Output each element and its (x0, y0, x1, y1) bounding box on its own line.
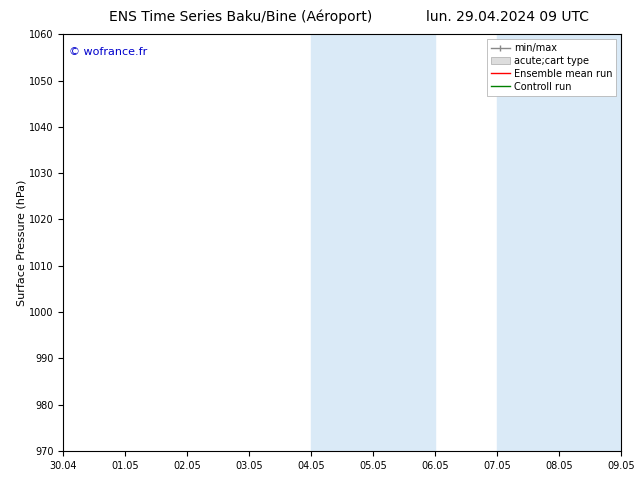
Bar (497, 34, 559, 451)
Bar (559, 34, 621, 451)
Legend: min/max, acute;cart type, Ensemble mean run, Controll run: min/max, acute;cart type, Ensemble mean … (487, 39, 616, 96)
Text: lun. 29.04.2024 09 UTC: lun. 29.04.2024 09 UTC (425, 10, 589, 24)
Bar (311, 34, 373, 451)
Y-axis label: Surface Pressure (hPa): Surface Pressure (hPa) (16, 179, 26, 306)
Text: © wofrance.fr: © wofrance.fr (69, 47, 147, 57)
Bar (373, 34, 436, 451)
Text: ENS Time Series Baku/Bine (Aéroport): ENS Time Series Baku/Bine (Aéroport) (109, 10, 373, 24)
